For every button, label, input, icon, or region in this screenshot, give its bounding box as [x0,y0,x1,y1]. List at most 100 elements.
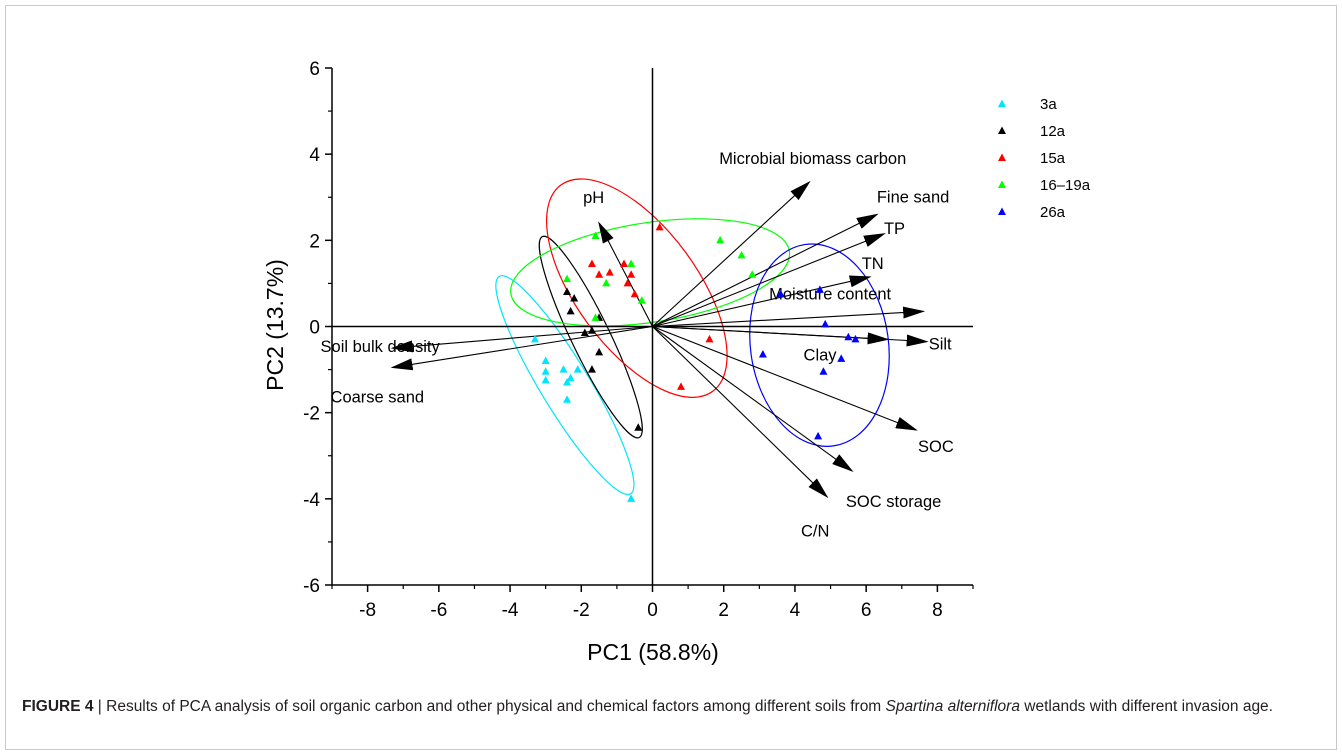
y-tick-label: 4 [309,145,320,166]
point-3a [566,373,575,382]
x-tick-label: -6 [430,600,447,621]
point-12a [580,328,589,336]
pca-biplot: -8 -6 -4 -2 0 2 4 6 8 -6 -4 -2 0 2 4 6 Soil bulk densit… [262,59,1091,665]
x-axis-label: PC1 (58.8%) [587,639,719,665]
score-points [530,222,860,502]
point-12a [595,347,604,356]
vector-label: Microbial biomass carbon [719,150,906,168]
point-16–19a [716,235,725,244]
point-12a [570,293,579,302]
point-26a [837,354,846,362]
point-3a [530,334,539,343]
loading-vectors: Soil bulk density Coarse sand pH Microbial … [321,150,954,541]
point-15a [623,278,632,287]
point-3a [563,378,572,386]
vector-arrow [652,213,879,327]
vector-label: Soil bulk density [321,338,441,356]
vector-label: Coarse sand [331,388,425,406]
point-12a [563,287,572,296]
vector-arrow [652,326,854,473]
vector-label: C/N [801,523,829,541]
point-16–19a [748,270,757,278]
legend-label: 15a [1040,150,1066,167]
x-tick-label: 0 [647,600,658,621]
vector-arrow [390,325,653,371]
point-26a [821,319,830,328]
caption-text-before: Results of PCA analysis of soil organic … [106,698,886,715]
point-16–19a [591,313,600,321]
legend-label: 3a [1040,96,1057,113]
point-26a [844,332,853,341]
point-15a [676,382,685,390]
point-3a [563,395,572,403]
point-16–19a [563,274,572,283]
vector-label: TP [884,220,905,238]
x-tick-label: 8 [932,600,943,621]
point-12a [634,423,643,431]
point-26a [776,289,785,298]
point-26a [814,431,823,440]
point-26a [815,285,824,293]
vector-arrow [390,325,653,353]
vector-label: TN [862,255,884,273]
legend-marker-3a [998,99,1006,107]
legend-marker-16–19a [998,180,1006,188]
point-3a [573,365,582,373]
point-15a [705,334,714,343]
point-3a [541,375,550,384]
vector-label: Silt [929,336,952,354]
vector-arrow [652,326,829,499]
point-15a [630,289,639,298]
vector-label: Fine sand [877,188,949,206]
point-3a [541,367,550,375]
point-16–19a [737,250,746,259]
vector-arrow [652,275,872,328]
point-3a [541,356,550,364]
vector-arrow [652,325,890,345]
vector-arrow [652,180,811,327]
y-axis-label: PC2 (13.7%) [262,259,288,391]
y-tick-label: -4 [303,490,320,511]
y-tick-label: 6 [309,59,320,80]
point-16–19a [591,231,600,240]
caption-separator: | [93,698,107,715]
point-15a [620,259,629,268]
ellipse-12a [538,235,643,439]
x-tick-label: -2 [573,600,590,621]
confidence-ellipses [495,178,890,496]
point-15a [655,222,664,231]
y-tick-label: 0 [309,318,320,339]
vector-label: Moisture content [769,285,891,303]
point-16–19a [627,259,636,268]
caption-label: FIGURE 4 [22,698,94,715]
ellipse-15a [546,178,728,398]
y-tick-label: 2 [309,231,320,252]
legend-label: 26a [1040,204,1066,221]
vector-label: pH [583,189,604,207]
vector-label: SOC storage [846,493,941,511]
ellipse-3a [495,275,635,496]
legend-label: 12a [1040,123,1066,140]
x-tick-label: 4 [790,600,801,621]
legend-label: 16–19a [1040,177,1091,194]
point-15a [595,270,604,278]
caption-species: Spartina alterniflora [885,698,1020,715]
x-tick-label: 6 [861,600,872,621]
caption-text-after: wetlands with different invasion age. [1019,698,1273,715]
legend: 3a 12a 15a 16–19a 26a [998,96,1091,221]
vector-arrow [652,325,918,431]
point-15a [605,268,614,276]
figure-frame [5,5,1337,750]
y-tick-label: -2 [303,404,320,425]
point-16–19a [602,278,611,287]
point-3a [627,494,636,502]
vector-arrow [598,221,653,327]
point-15a [587,259,596,268]
x-tick-label: 2 [718,600,729,621]
vector-arrow [652,306,926,328]
x-tick-label: -8 [359,600,376,621]
vector-label: SOC [918,438,954,456]
y-tick-label: -6 [303,576,320,597]
point-12a [587,326,596,334]
point-15a [627,270,636,278]
